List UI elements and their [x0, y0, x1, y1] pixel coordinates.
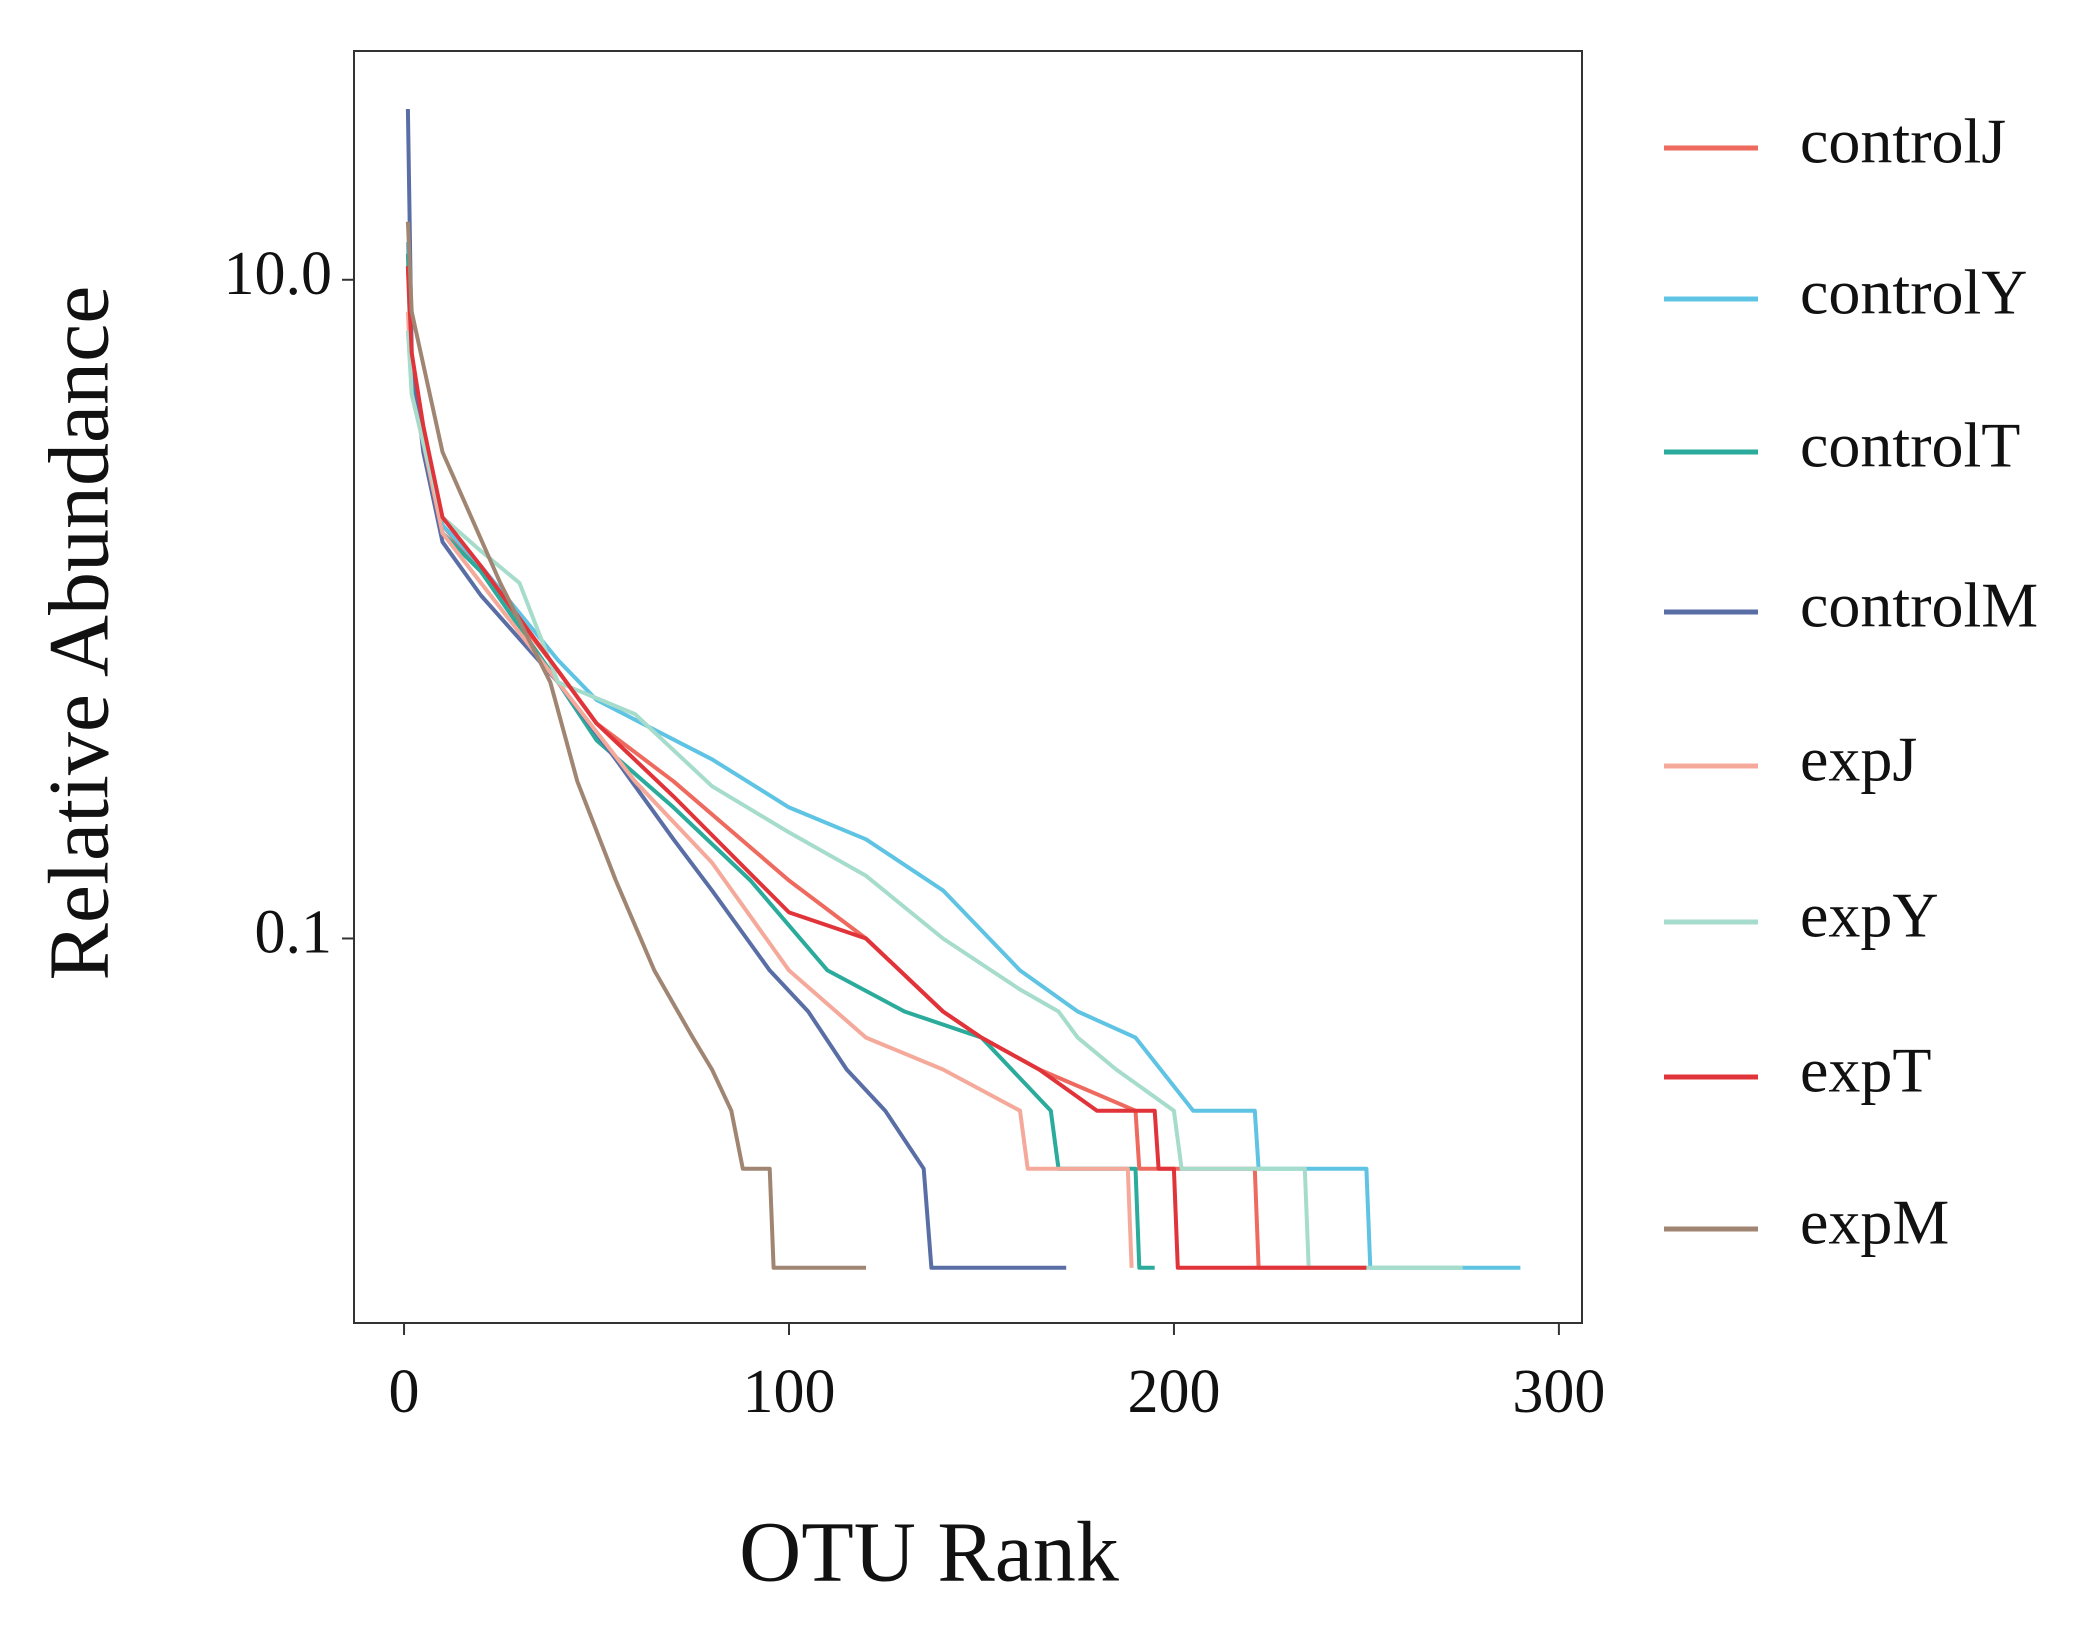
legend-label: expM	[1800, 1187, 1949, 1258]
series-line	[405, 242, 1521, 1270]
plot-frame	[353, 50, 1583, 1324]
x-tick-label: 300	[1512, 1358, 1605, 1426]
y-tick-label: 0.1	[255, 899, 333, 967]
x-tick-label: 200	[1127, 1358, 1220, 1426]
series-line	[405, 108, 1067, 1270]
series-line	[405, 253, 1155, 1270]
y-axis-title: Relative Abundance	[31, 286, 127, 981]
series-line	[405, 266, 1367, 1270]
legend-label: controlY	[1800, 257, 2028, 328]
legend-label: controlM	[1800, 570, 2038, 641]
legend-label: expJ	[1800, 724, 1917, 795]
x-axis-title: OTU Rank	[739, 1504, 1119, 1600]
series-line	[405, 266, 1367, 1270]
series-line	[405, 221, 866, 1270]
legend-label: controlT	[1800, 410, 2020, 481]
x-tick-label: 100	[742, 1358, 835, 1426]
y-tick-label: 10.0	[224, 240, 333, 308]
legend-label: expT	[1800, 1035, 1932, 1106]
x-tick-label: 0	[389, 1358, 420, 1426]
legend-label: controlJ	[1800, 106, 2006, 177]
series-line	[405, 311, 1134, 1268]
series-line	[405, 330, 1463, 1270]
legend-label: expY	[1800, 880, 1939, 951]
